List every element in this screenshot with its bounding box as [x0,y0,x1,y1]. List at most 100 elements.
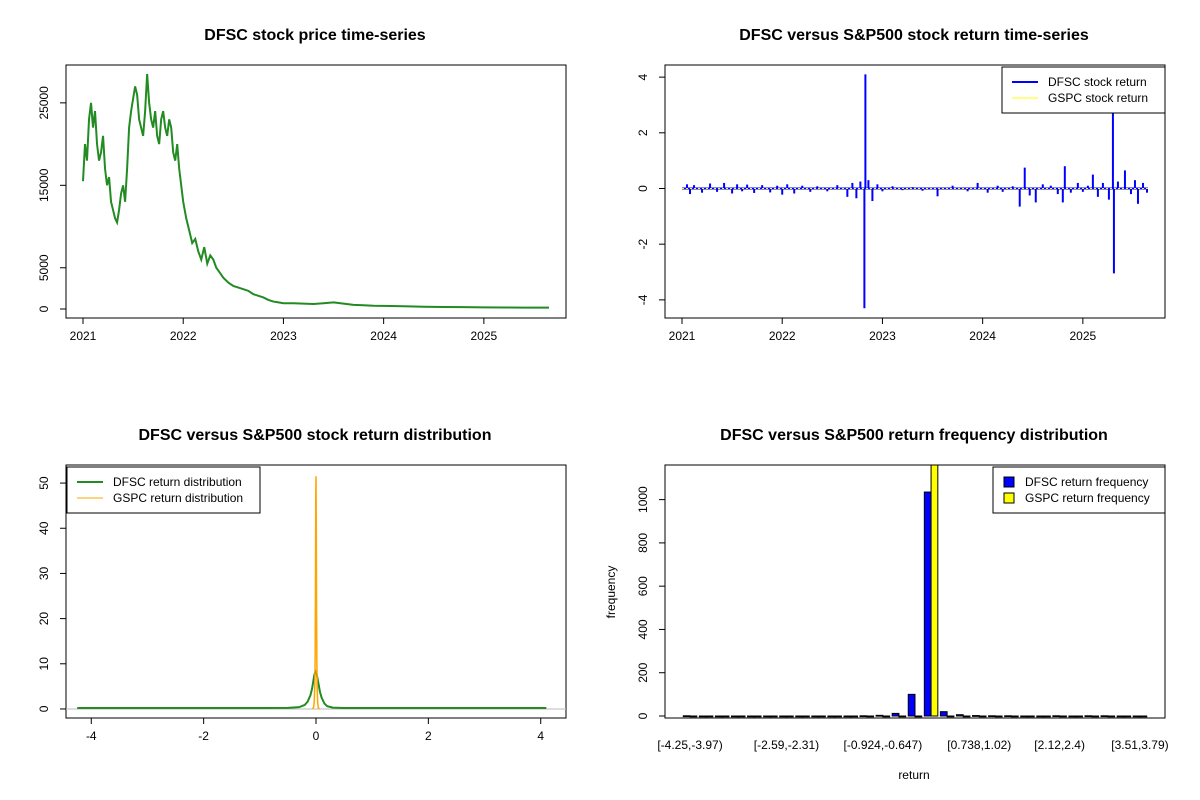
histogram-dfsc-bar [907,693,916,717]
density-x-tick-label: -4 [86,729,97,743]
histogram-dfsc-bar [955,714,964,717]
histogram-dfsc-bar [779,715,787,718]
histogram-gspc-bar [978,715,987,718]
density-legend-label: GSPC return distribution [113,491,243,505]
density-chart-title: DFSC versus S&P500 stock return distribu… [139,427,492,444]
histogram-x-tick-label: [0.738,1.02) [947,738,1011,752]
histogram-gspc-bar [914,715,923,718]
price-y-tick-label: 25000 [37,86,51,120]
histogram-gspc-bar [994,715,1003,718]
histogram-y-tick-label: 1000 [636,486,650,513]
price-y-tick-label: 5000 [37,254,51,281]
histogram-dfsc-bar [811,715,820,718]
histogram-dfsc-bar [698,715,707,718]
return-chart-title: DFSC versus S&P500 stock return time-ser… [739,27,1089,44]
histogram-dfsc-bar [891,712,900,717]
price-plot-frame [65,64,567,319]
histogram-chart-title: DFSC versus S&P500 return frequency dist… [720,427,1108,444]
histogram-x-axis-label: return [898,768,929,782]
histogram-gspc-bar [882,715,891,718]
density-x-tick-label: 2 [425,729,432,743]
histogram-dfsc-bar [988,715,996,718]
price-x-tick-label: 2021 [70,329,97,343]
histogram-y-tick-label: 800 [636,533,650,553]
histogram-dfsc-bar [682,715,691,718]
histogram-y-axis-label: frequency [604,566,618,619]
price-chart-title: DFSC stock price time-series [204,27,426,44]
histogram-dfsc-bar [859,715,868,718]
return-plot-frame [664,64,1166,319]
histogram-legend-swatch [1003,476,1015,488]
density-y-tick-label: 10 [37,657,51,671]
histogram-gspc-bar [1123,715,1132,718]
price-y-tick-label: 0 [37,305,51,312]
price-x-tick-label: 2024 [370,329,397,343]
density-x-tick-label: 4 [537,729,544,743]
histogram-dfsc-bar [843,715,852,718]
histogram-chart-panel: DFSC versus S&P500 return frequency dist… [604,427,1169,782]
histogram-x-tick-label: [-4.25,-3.97) [657,738,722,752]
histogram-gspc-bar [1026,715,1035,718]
histogram-gspc-bar [946,715,955,718]
histogram-y-tick-label: 200 [636,662,650,682]
density-y-tick-label: 40 [37,521,51,535]
histogram-y-tick-label: 600 [636,576,650,596]
return-x-tick-label: 2023 [869,329,896,343]
histogram-y-tick-label: 0 [636,712,650,719]
price-chart-panel: DFSC stock price time-series 2021 2022 202… [37,27,567,343]
histogram-gspc-bar [689,715,698,718]
return-chart-panel: DFSC versus S&P500 stock return time-ser… [636,27,1166,343]
histogram-dfsc-bar [1100,715,1109,718]
density-y-tick-label: 30 [37,566,51,580]
histogram-dfsc-bar [747,715,755,718]
histogram-gspc-bar [1059,715,1067,718]
return-legend-label: DFSC stock return [1048,75,1147,89]
histogram-y-tick-label: 400 [636,619,650,639]
histogram-legend-swatch [1003,492,1015,504]
histogram-gspc-bar [850,715,858,718]
histogram-dfsc-bar [972,715,980,717]
histogram-gspc-bar [834,715,842,718]
histogram-gspc-bar [818,715,826,718]
histogram-gspc-bar [962,715,971,718]
density-y-tick-label: 20 [37,612,51,626]
price-x-tick-label: 2022 [170,329,197,343]
histogram-gspc-bar [705,715,714,718]
histogram-dfsc-bar [827,715,836,718]
histogram-gspc-bar [1043,715,1051,718]
histogram-gspc-bar [769,715,778,718]
price-series-line [82,73,550,309]
histogram-dfsc-bar [763,715,771,718]
density-x-tick-label: -2 [198,729,209,743]
histogram-gspc-bar [1010,715,1019,718]
histogram-gspc-bar [802,715,810,718]
histogram-gspc-bar [785,715,794,718]
histogram-gspc-bar [930,464,939,717]
histogram-dfsc-bar [795,715,804,718]
histogram-x-tick-label: [2.12,2.4) [1034,738,1085,752]
histogram-dfsc-bar [1084,715,1093,718]
return-y-tick-label: 2 [636,129,650,136]
histogram-dfsc-bar [939,711,948,717]
histogram-x-tick-label: [3.51,3.79) [1111,738,1168,752]
density-legend-box [66,466,261,514]
return-x-tick-label: 2021 [669,329,696,343]
price-x-tick-label: 2023 [270,329,297,343]
histogram-gspc-bar [1091,715,1100,718]
density-chart-panel: DFSC versus S&P500 stock return distribu… [37,427,567,743]
histogram-dfsc-bar [923,491,932,717]
return-y-tick-label: 0 [636,185,650,192]
histogram-dfsc-bar [1116,715,1125,718]
density-gspc-line [311,476,320,710]
histogram-gspc-bar [737,715,746,718]
histogram-gspc-bar [1139,715,1148,718]
histogram-dfsc-bar [1052,715,1061,718]
return-y-tick-label: -2 [636,239,650,250]
histogram-legend-label: DFSC return frequency [1025,475,1148,489]
return-legend-label: GSPC stock return [1048,91,1148,105]
histogram-dfsc-bar [875,714,884,717]
histogram-dfsc-bar [1068,715,1077,718]
price-x-tick-label: 2025 [471,329,498,343]
histogram-plot-frame [664,464,1166,719]
